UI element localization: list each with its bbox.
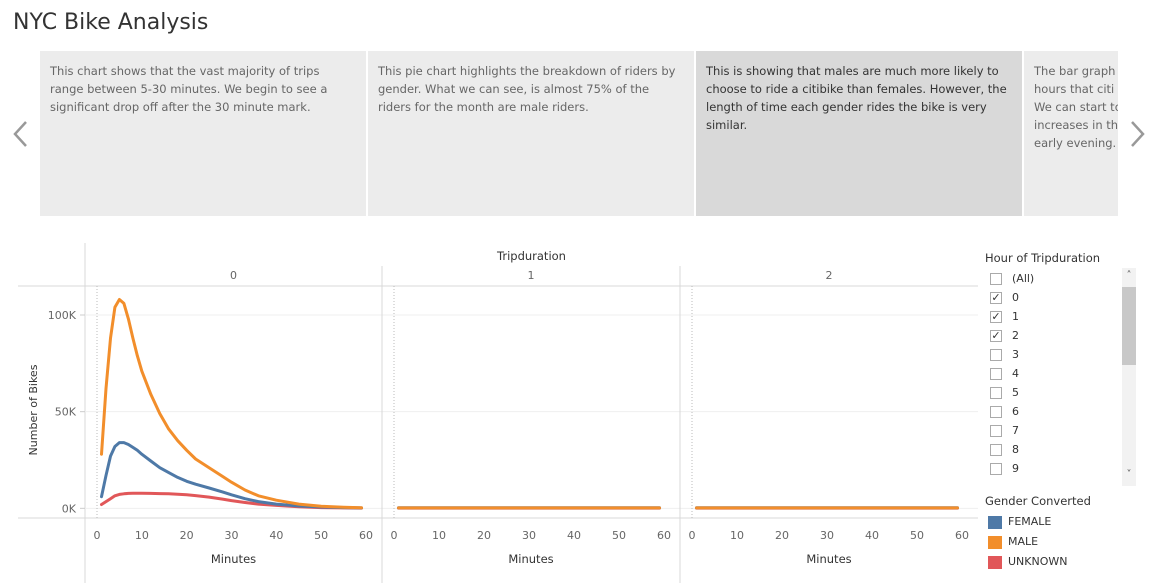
x-axis-label: Minutes xyxy=(806,552,851,566)
story-point-text: This chart shows that the vast majority … xyxy=(50,64,328,114)
checkbox-icon[interactable] xyxy=(990,425,1002,437)
filter-item-label: 6 xyxy=(1012,405,1019,418)
x-tick-label: 10 xyxy=(135,529,149,542)
x-tick-label: 50 xyxy=(910,529,924,542)
scroll-up-icon[interactable]: ˄ xyxy=(1126,270,1132,281)
story-point-4[interactable]: The bar graph l hours that citi l We can s… xyxy=(1024,51,1118,216)
story-point-3[interactable]: This is showing that males are much more… xyxy=(696,51,1022,216)
x-tick-label: 40 xyxy=(567,529,581,542)
x-tick-label: 40 xyxy=(269,529,283,542)
panel-label: 0 xyxy=(230,269,237,282)
checkbox-checked-icon[interactable]: ✓ xyxy=(990,310,1002,323)
x-tick-label: 0 xyxy=(391,529,398,542)
filter-item-label: 2 xyxy=(1012,329,1019,342)
filter-item-label: 5 xyxy=(1012,386,1019,399)
legend-label: FEMALE xyxy=(1008,515,1052,528)
previous-story-arrow-icon[interactable] xyxy=(10,118,32,150)
filter-item-label: (All) xyxy=(1012,272,1035,285)
checkbox-icon[interactable] xyxy=(990,273,1002,285)
filter-item-label: 8 xyxy=(1012,443,1019,456)
filter-scrollbar-thumb[interactable] xyxy=(1122,287,1136,365)
series-line-female xyxy=(100,441,363,510)
story-point-text: This is showing that males are much more… xyxy=(706,64,1007,132)
legend-swatch xyxy=(988,516,1002,529)
checkbox-icon[interactable] xyxy=(990,368,1002,380)
x-tick-label: 20 xyxy=(775,529,789,542)
story-point-text: The bar graph l hours that citi l We can s… xyxy=(1034,64,1118,150)
panel-label: 2 xyxy=(826,269,833,282)
filter-item-label: 7 xyxy=(1012,424,1019,437)
x-tick-label: 40 xyxy=(865,529,879,542)
y-axis-label: Number of Bikes xyxy=(27,364,40,455)
checkbox-icon[interactable] xyxy=(990,349,1002,361)
story-point-text: This pie chart highlights the breakdown … xyxy=(378,64,676,114)
checkbox-checked-icon[interactable]: ✓ xyxy=(990,329,1002,342)
x-tick-label: 60 xyxy=(657,529,671,542)
filter-title: Hour of Tripduration xyxy=(985,251,1101,265)
y-tick-label: 50K xyxy=(55,406,77,419)
panel-label: 1 xyxy=(528,269,535,282)
chart-title: Tripduration xyxy=(496,249,566,263)
x-axis-label: Minutes xyxy=(508,552,553,566)
series-line-male xyxy=(100,298,363,510)
gender-legend-title: Gender Converted xyxy=(985,494,1091,508)
x-tick-label: 60 xyxy=(955,529,969,542)
y-tick-label: 0K xyxy=(62,502,77,515)
x-tick-label: 0 xyxy=(689,529,696,542)
scroll-down-icon[interactable]: ˅ xyxy=(1126,469,1132,480)
checkbox-icon[interactable] xyxy=(990,406,1002,418)
x-tick-label: 30 xyxy=(522,529,536,542)
checkbox-icon[interactable] xyxy=(990,463,1002,475)
x-tick-label: 20 xyxy=(180,529,194,542)
legend-swatch xyxy=(988,556,1002,569)
filter-item-label: 1 xyxy=(1012,310,1019,323)
next-story-arrow-icon[interactable] xyxy=(1126,118,1148,150)
legend-label: MALE xyxy=(1008,535,1039,548)
filter-item-label: 0 xyxy=(1012,291,1019,304)
filter-item-label: 4 xyxy=(1012,367,1019,380)
checkbox-icon[interactable] xyxy=(990,444,1002,456)
checkbox-icon[interactable] xyxy=(990,387,1002,399)
x-tick-label: 50 xyxy=(612,529,626,542)
x-tick-label: 20 xyxy=(477,529,491,542)
x-tick-label: 10 xyxy=(730,529,744,542)
filter-item-label: 9 xyxy=(1012,462,1019,475)
story-point-2[interactable]: This pie chart highlights the breakdown … xyxy=(368,51,694,216)
legend-swatch xyxy=(988,536,1002,549)
filter-item-label: 3 xyxy=(1012,348,1019,361)
x-tick-label: 30 xyxy=(225,529,239,542)
x-tick-label: 10 xyxy=(432,529,446,542)
y-tick-label: 100K xyxy=(48,309,77,322)
legend-label: UNKNOWN xyxy=(1008,555,1068,568)
filter-panel: Hour of Tripduration (All) ✓ 0 ✓ 1 ✓ 2 3 4 5 6 7 8 9 … xyxy=(980,245,1140,585)
x-tick-label: 0 xyxy=(94,529,101,542)
page-title: NYC Bike Analysis xyxy=(13,10,209,35)
x-tick-label: 60 xyxy=(359,529,373,542)
x-tick-label: 50 xyxy=(314,529,328,542)
x-axis-label: Minutes xyxy=(211,552,256,566)
x-tick-label: 30 xyxy=(820,529,834,542)
checkbox-checked-icon[interactable]: ✓ xyxy=(990,291,1002,304)
story-point-1[interactable]: This chart shows that the vast majority … xyxy=(40,51,366,216)
